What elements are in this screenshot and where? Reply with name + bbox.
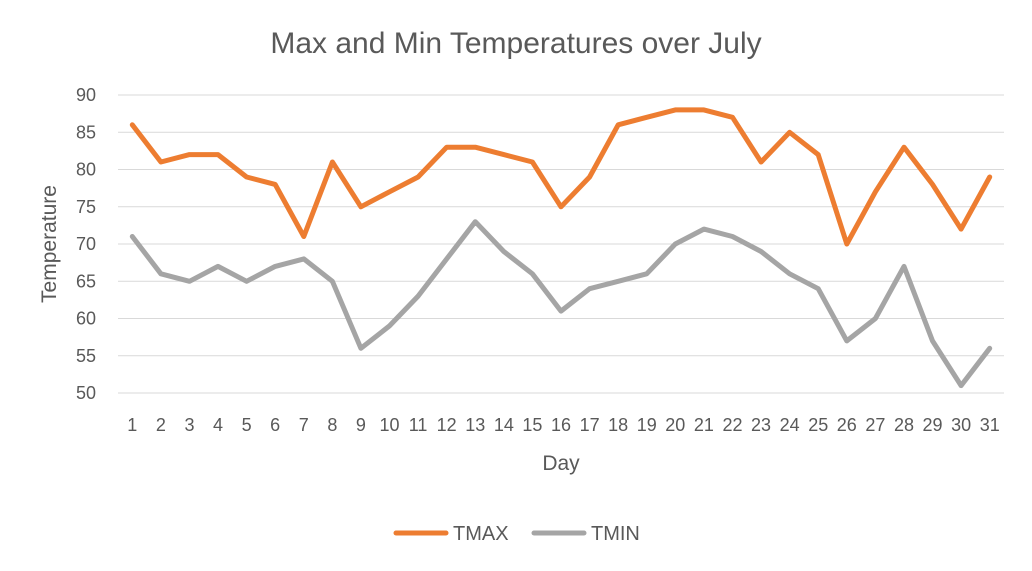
x-tick-label: 9 <box>356 415 366 435</box>
x-tick-label: 26 <box>837 415 857 435</box>
x-axis-ticks: 1 2 3 4 5 6 7 8 9 10 11 12 13 14 15 16 17 18 19 20 21 22 23 24 2… <box>127 415 999 435</box>
y-tick-label: 75 <box>76 197 96 217</box>
x-tick-label: 13 <box>465 415 485 435</box>
y-tick-label: 55 <box>76 346 96 366</box>
y-tick-label: 50 <box>76 383 96 403</box>
x-tick-label: 18 <box>608 415 628 435</box>
series-line-tmin <box>129 219 993 389</box>
x-tick-label: 1 <box>127 415 137 435</box>
series-lines <box>129 107 993 389</box>
x-tick-label: 4 <box>213 415 223 435</box>
legend-label-tmax: TMAX <box>453 523 509 545</box>
x-tick-label: 5 <box>242 415 252 435</box>
y-tick-label: 60 <box>76 309 96 329</box>
x-tick-label: 21 <box>694 415 714 435</box>
series-line-tmax <box>129 107 993 247</box>
y-axis-ticks: 50 55 60 65 70 75 80 85 90 <box>76 85 96 403</box>
x-tick-label: 29 <box>923 415 943 435</box>
legend-label-tmin: TMIN <box>591 523 640 545</box>
x-tick-label: 17 <box>580 415 600 435</box>
x-tick-label: 30 <box>951 415 971 435</box>
x-tick-label: 22 <box>722 415 742 435</box>
x-tick-label: 23 <box>751 415 771 435</box>
x-tick-label: 14 <box>494 415 514 435</box>
x-tick-label: 27 <box>865 415 885 435</box>
x-tick-label: 25 <box>808 415 828 435</box>
y-axis-label: Temperature <box>38 185 61 303</box>
y-tick-label: 65 <box>76 271 96 291</box>
chart-title: Max and Min Temperatures over July <box>270 27 761 60</box>
x-tick-label: 20 <box>665 415 685 435</box>
x-tick-label: 19 <box>637 415 657 435</box>
x-tick-label: 12 <box>437 415 457 435</box>
x-tick-label: 16 <box>551 415 571 435</box>
x-tick-label: 10 <box>380 415 400 435</box>
y-tick-label: 85 <box>76 122 96 142</box>
x-tick-label: 7 <box>299 415 309 435</box>
x-tick-label: 6 <box>270 415 280 435</box>
x-tick-label: 31 <box>980 415 1000 435</box>
y-tick-label: 70 <box>76 234 96 254</box>
x-tick-label: 28 <box>894 415 914 435</box>
x-tick-label: 8 <box>327 415 337 435</box>
x-tick-label: 11 <box>409 415 428 435</box>
x-tick-label: 15 <box>522 415 542 435</box>
x-tick-label: 3 <box>184 415 194 435</box>
x-tick-label: 24 <box>780 415 800 435</box>
y-tick-label: 80 <box>76 160 96 180</box>
legend: TMAX TMIN <box>393 523 640 545</box>
x-axis-label: Day <box>542 452 580 475</box>
y-tick-label: 90 <box>76 85 96 105</box>
x-tick-label: 2 <box>156 415 166 435</box>
gridlines <box>118 94 1004 394</box>
